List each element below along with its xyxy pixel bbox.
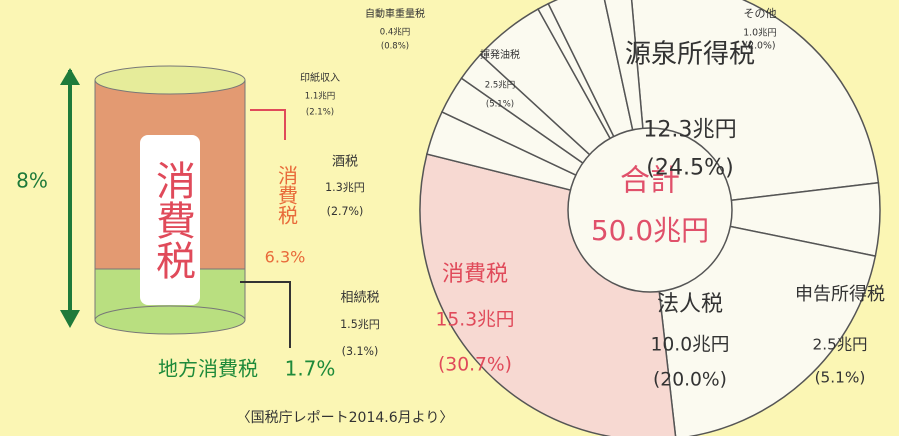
- slice-name: 消費税: [442, 262, 508, 287]
- pie-hole: [568, 128, 732, 292]
- cylinder-bottom: [95, 306, 245, 334]
- slice-percent: (0.8%): [381, 42, 409, 52]
- slice-name: 酒税: [332, 155, 358, 170]
- slice-amount: 10.0兆円: [651, 335, 730, 356]
- slice-name: 印紙収入: [300, 71, 340, 84]
- slice-amount: 1.1兆円: [305, 91, 336, 102]
- series-value: 1.7%: [285, 357, 336, 381]
- slice-percent: (2.1%): [306, 108, 334, 118]
- slice-name: 申告所得税: [795, 284, 885, 305]
- bar-label: 消費税: [149, 160, 195, 280]
- slice-amount: 15.3兆円: [436, 310, 515, 331]
- slice-name: 揮発油税: [480, 48, 520, 61]
- slice-name: 相続税: [340, 291, 379, 306]
- slice-amount: 2.5兆円: [485, 80, 516, 91]
- slice-percent: (20.0%): [653, 370, 727, 391]
- slice-name: 源泉所得税: [625, 40, 755, 70]
- slice-amount: 1.3兆円: [325, 181, 365, 194]
- slice-percent: (24.5%): [646, 155, 733, 181]
- slice-percent: (3.1%): [342, 345, 379, 358]
- slice-amount: 12.3兆円: [643, 117, 736, 143]
- slice-amount: 2.5兆円: [813, 336, 868, 354]
- slice-name: 法人税: [657, 292, 723, 317]
- slice-percent: (5.1%): [486, 100, 514, 110]
- slice-percent: (2.7%): [327, 205, 364, 218]
- slice-name: 自動車重量税: [365, 7, 425, 20]
- slice-amount: 1.5兆円: [340, 318, 380, 331]
- slice-amount: 0.4兆円: [380, 27, 411, 38]
- slice-percent: (30.7%): [438, 355, 512, 376]
- infographic: 合計50.0兆円源泉所得税12.3兆円(24.5%)申告所得税2.5兆円(5.1…: [0, 0, 899, 436]
- series-name: 消費税: [275, 165, 299, 225]
- cylinder-top: [95, 66, 245, 94]
- slice-percent: (5.1%): [815, 369, 866, 387]
- series-value: 6.3%: [265, 248, 306, 267]
- slice-amount: 1.0兆円: [743, 28, 777, 39]
- slice-name: その他: [744, 7, 777, 20]
- slice-percent: (2.0%): [744, 41, 775, 52]
- source: 〈国税庁レポート2014.6月より〉: [237, 410, 454, 426]
- center-label: 50.0兆円: [591, 214, 709, 247]
- total-label: 8%: [16, 169, 48, 193]
- series-name: 地方消費税: [158, 357, 258, 381]
